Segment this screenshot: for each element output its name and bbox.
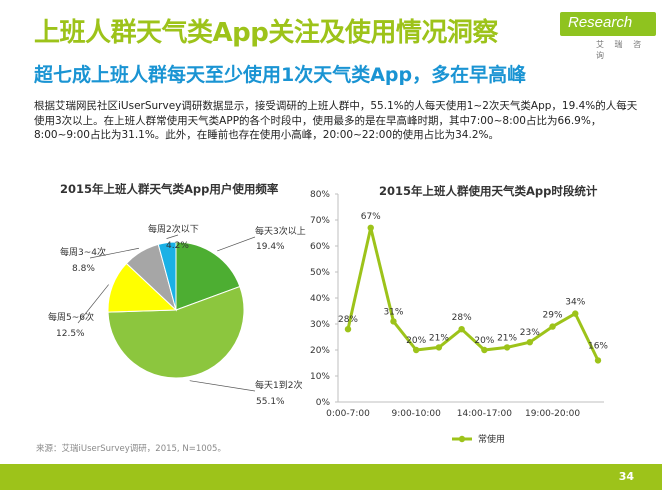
pie-leader-line — [89, 247, 140, 259]
data-label: 31% — [383, 307, 403, 317]
line-chart-title: 2015年上班人群使用天气类App时段统计 — [379, 184, 598, 198]
data-point — [481, 346, 488, 354]
pie-slice-label: 每天3次以上 — [255, 225, 306, 237]
data-label: 21% — [429, 333, 449, 343]
data-label: 21% — [497, 333, 517, 343]
data-label: 34% — [565, 298, 585, 308]
logo-badge: Research — [560, 12, 656, 36]
data-point — [435, 344, 443, 351]
data-point — [594, 357, 602, 364]
pie-slice-label: 每天1到2次 — [255, 379, 302, 391]
pie-slice-value: 19.4% — [256, 242, 285, 252]
data-label: 23% — [520, 328, 540, 338]
y-tick-label: 80% — [310, 190, 330, 200]
data-label: 28% — [452, 313, 472, 323]
pie-slice — [157, 241, 177, 311]
page-title: 上班人群天气类App关注及使用情况洞察 — [34, 18, 498, 48]
data-point — [526, 339, 534, 346]
y-tick-label: 50% — [310, 268, 330, 278]
y-tick-label: 40% — [310, 294, 330, 304]
pie-slice-value: 8.8% — [72, 264, 95, 274]
pie-slice — [175, 241, 241, 311]
data-point — [367, 224, 374, 231]
data-label: 20% — [474, 336, 494, 346]
research-logo: Research 艾 瑞 咨 询 — [560, 12, 656, 60]
data-label: 28% — [338, 315, 358, 325]
y-tick-label: 30% — [310, 320, 330, 330]
pie-slice — [107, 285, 245, 379]
pie-slice-label: 每周2次以下 — [148, 223, 199, 235]
pie-leader-line — [189, 380, 256, 392]
x-tick-label: 19:00-20:00 — [525, 409, 580, 419]
data-point — [412, 346, 420, 354]
pie-leader-line — [217, 236, 256, 252]
y-tick-label: 70% — [310, 216, 330, 226]
legend-label: 常使用 — [478, 433, 505, 445]
data-point — [390, 318, 397, 325]
x-tick-label: 9:00-10:00 — [391, 409, 441, 419]
data-point — [572, 310, 579, 317]
data-label: 16% — [588, 341, 608, 351]
y-tick-label: 60% — [310, 242, 330, 252]
series-line — [346, 226, 600, 362]
pie-slice-value: 55.1% — [256, 397, 285, 407]
page-number: 34 — [618, 470, 634, 483]
data-point — [503, 344, 511, 351]
x-tick-label: 14:00-17:00 — [457, 409, 512, 419]
data-point — [458, 326, 465, 333]
description-text: 根据艾瑞网民社区iUserSurvey调研数据显示，接受调研的上班人群中，55.… — [34, 100, 638, 141]
pie-slice-label: 每周3~4次 — [60, 246, 106, 258]
data-point — [549, 323, 556, 330]
footer-bar: 34 — [0, 464, 662, 490]
y-tick-label: 0% — [316, 398, 331, 408]
pie-chart-title: 2015年上班人群天气类App用户使用频率 — [60, 182, 279, 196]
y-tick-label: 10% — [310, 372, 330, 382]
legend-marker — [458, 435, 466, 443]
data-label: 20% — [406, 336, 426, 346]
data-label: 29% — [543, 311, 563, 321]
pie-slice-value: 4.2% — [166, 241, 189, 251]
y-tick-label: 20% — [310, 346, 330, 356]
source-note: 来源：艾瑞iUserSurvey调研，2015, N=1005。 — [36, 444, 226, 454]
x-tick-label: 0:00-7:00 — [326, 409, 370, 419]
logo-subtext: 艾 瑞 咨 询 — [596, 40, 646, 60]
pie-leader-line — [77, 284, 109, 324]
pie-leader-line — [166, 234, 179, 239]
page-subtitle: 超七成上班人群每天至少使用1次天气类App，多在早高峰 — [34, 64, 527, 86]
data-label: 67% — [361, 212, 381, 222]
logo-text: Research — [568, 14, 633, 31]
data-point — [344, 326, 352, 333]
pie-slice-label: 每周5~6次 — [48, 311, 94, 323]
pie-slice-value: 12.5% — [56, 329, 85, 339]
